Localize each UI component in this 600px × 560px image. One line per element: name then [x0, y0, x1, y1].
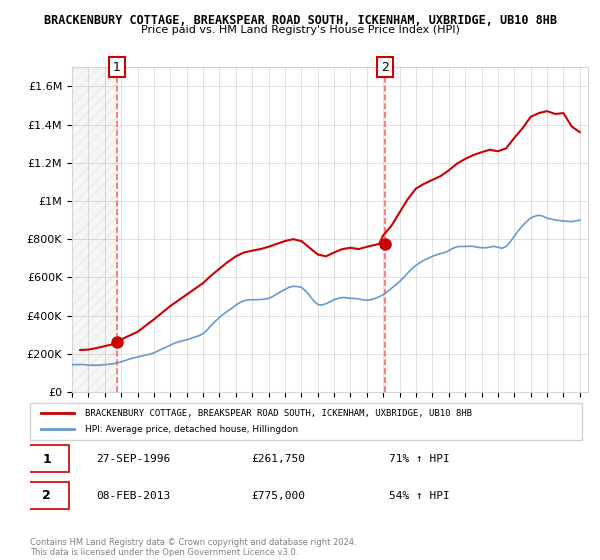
Text: 2: 2 [381, 60, 389, 74]
Text: 1: 1 [113, 60, 121, 74]
Text: BRACKENBURY COTTAGE, BREAKSPEAR ROAD SOUTH, ICKENHAM, UXBRIDGE, UB10 8HB: BRACKENBURY COTTAGE, BREAKSPEAR ROAD SOU… [85, 409, 472, 418]
Text: BRACKENBURY COTTAGE, BREAKSPEAR ROAD SOUTH, ICKENHAM, UXBRIDGE, UB10 8HB: BRACKENBURY COTTAGE, BREAKSPEAR ROAD SOU… [44, 14, 557, 27]
FancyBboxPatch shape [25, 445, 68, 472]
Bar [72, 67, 117, 392]
Text: 54% ↑ HPI: 54% ↑ HPI [389, 491, 449, 501]
Text: 2: 2 [42, 489, 51, 502]
Text: 08-FEB-2013: 08-FEB-2013 [96, 491, 170, 501]
Text: 27-SEP-1996: 27-SEP-1996 [96, 454, 170, 464]
Text: Contains HM Land Registry data © Crown copyright and database right 2024.
This d: Contains HM Land Registry data © Crown c… [30, 538, 356, 557]
Text: 1: 1 [42, 452, 51, 466]
Text: HPI: Average price, detached house, Hillingdon: HPI: Average price, detached house, Hill… [85, 425, 298, 434]
FancyBboxPatch shape [30, 403, 582, 440]
Text: Price paid vs. HM Land Registry's House Price Index (HPI): Price paid vs. HM Land Registry's House … [140, 25, 460, 35]
FancyBboxPatch shape [25, 482, 68, 508]
Text: £775,000: £775,000 [251, 491, 305, 501]
Text: £261,750: £261,750 [251, 454, 305, 464]
Text: 71% ↑ HPI: 71% ↑ HPI [389, 454, 449, 464]
